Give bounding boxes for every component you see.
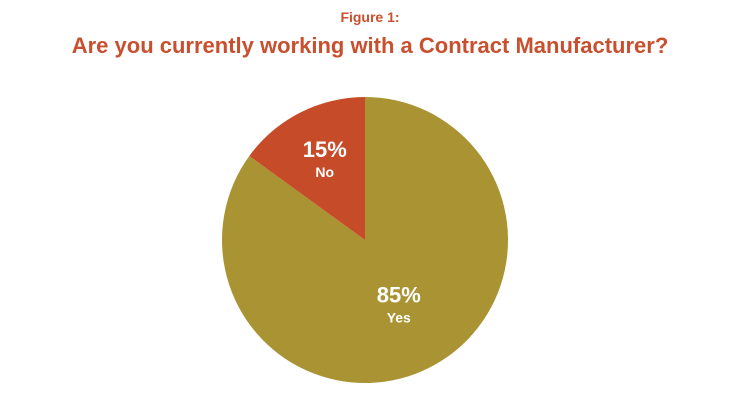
figure-label: Figure 1: (340, 9, 400, 25)
pie-slice-no (249, 97, 365, 240)
slice-label-no: No (315, 164, 334, 180)
chart-title: Are you currently working with a Contrac… (71, 33, 669, 58)
slice-value-no: 15% (303, 137, 347, 162)
slice-label-yes: Yes (387, 309, 411, 325)
pie-labels: 85% Yes 15% No (303, 137, 421, 325)
slice-value-yes: 85% (377, 282, 421, 307)
pie-slices (222, 97, 508, 383)
